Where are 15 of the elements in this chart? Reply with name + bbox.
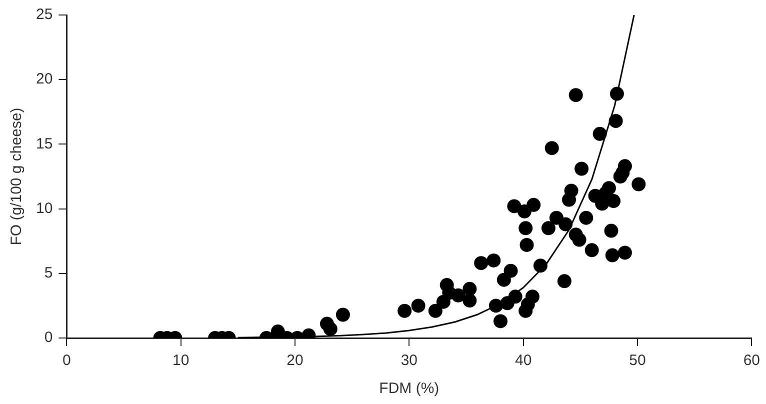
x-tick-label: 30 [400, 352, 418, 370]
y-axis-title: FO (g/100 g cheese) [8, 108, 26, 246]
y-tick-label: 15 [36, 135, 53, 152]
x-tick-label: 60 [743, 352, 760, 370]
x-tick-label: 50 [629, 352, 646, 370]
y-tick-label: 5 [44, 264, 53, 282]
x-tick-label: 40 [514, 352, 532, 370]
y-tick-label: 10 [36, 200, 53, 217]
y-tick-label: 0 [44, 329, 53, 346]
x-tick-label: 10 [172, 352, 190, 370]
y-tick-label: 25 [36, 6, 53, 24]
x-tick-label: 20 [286, 352, 304, 370]
x-tick-label: 0 [62, 352, 71, 370]
y-tick-label: 20 [36, 70, 53, 88]
x-axis-title: FDM (%) [379, 380, 440, 398]
